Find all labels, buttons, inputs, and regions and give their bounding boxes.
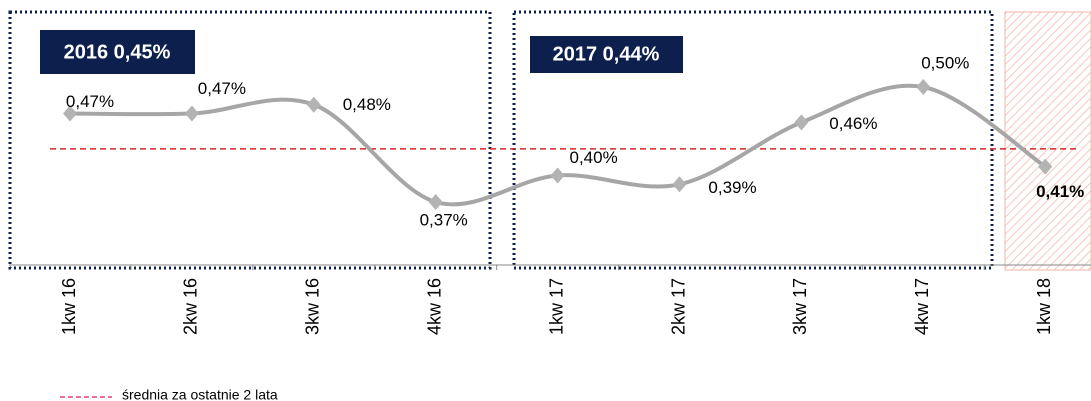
marker	[916, 79, 931, 95]
data-label: 0,50%	[921, 53, 969, 72]
marker	[794, 114, 809, 131]
data-label: 0,47%	[198, 79, 246, 98]
marker	[1038, 158, 1053, 175]
annotation: 2016 0,45%	[64, 41, 171, 63]
annotation: 2017 0,44%	[553, 43, 660, 65]
annotation-box	[530, 36, 683, 73]
marker	[550, 167, 565, 184]
x-tick-label: 2kw 17	[668, 278, 688, 335]
marker	[63, 105, 77, 122]
forecast-area	[1004, 11, 1091, 271]
data-label: 0,40%	[569, 148, 617, 167]
year-box	[8, 10, 492, 270]
data-label: 0,37%	[420, 210, 468, 229]
x-tick-label: 3kw 16	[303, 278, 323, 335]
marker	[672, 176, 687, 193]
data-label: 0,48%	[343, 95, 391, 114]
marker	[306, 96, 321, 113]
data-label: 0,39%	[708, 178, 756, 197]
x-tick-label: 1kw 16	[59, 278, 79, 335]
x-tick-label: 2kw 16	[181, 278, 201, 335]
data-label: 0,41%	[1036, 182, 1084, 201]
x-tick-label: 4kw 17	[912, 278, 932, 335]
x-tick-label: 1kw 18	[1034, 278, 1054, 335]
x-tick-label: 4kw 16	[424, 278, 444, 335]
x-tick-label: 1kw 17	[546, 278, 566, 335]
data-label: 0,46%	[829, 114, 877, 133]
x-tick-label: 3kw 17	[790, 278, 810, 335]
marker	[184, 105, 199, 122]
annotation-box	[40, 30, 195, 74]
data-label: 0,47%	[66, 92, 114, 111]
marker	[428, 194, 443, 210]
year-box	[512, 10, 994, 270]
legend-text: średnia za ostatnie 2 lata	[122, 387, 278, 401]
line	[69, 83, 1047, 207]
